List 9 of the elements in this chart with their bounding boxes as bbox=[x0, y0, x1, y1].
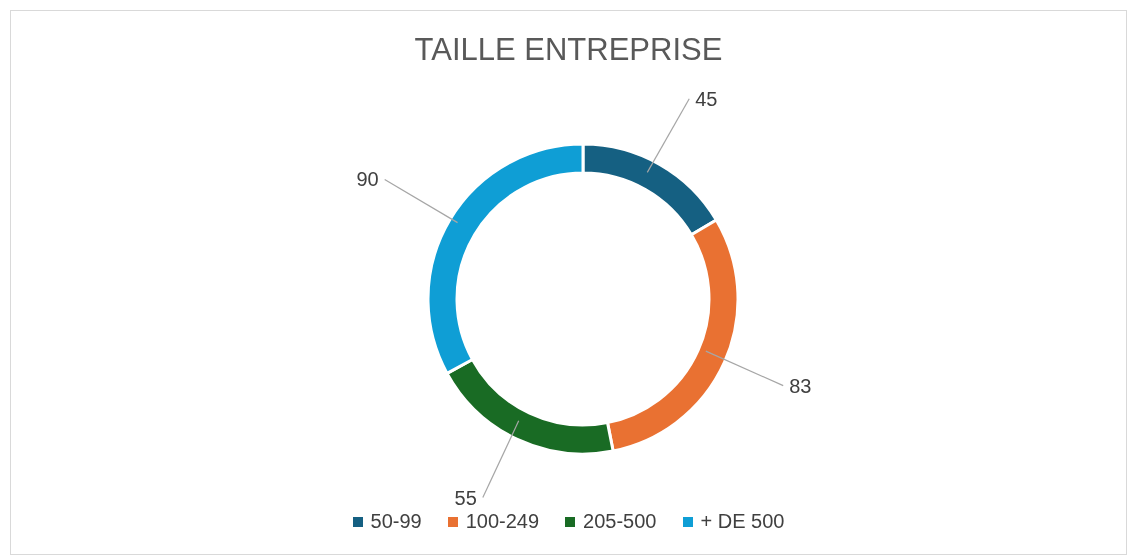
legend-label: 205-500 bbox=[583, 510, 657, 533]
legend-label: 100-249 bbox=[465, 510, 540, 533]
data-label: 90 bbox=[356, 168, 379, 191]
data-label: 45 bbox=[695, 87, 718, 110]
data-label: 55 bbox=[454, 486, 477, 509]
legend-label: + DE 500 bbox=[700, 510, 785, 533]
legend-label: 50-99 bbox=[370, 510, 422, 533]
data-label: 83 bbox=[789, 374, 812, 397]
chart-title: TAILLE ENTREPRISE bbox=[413, 32, 724, 68]
